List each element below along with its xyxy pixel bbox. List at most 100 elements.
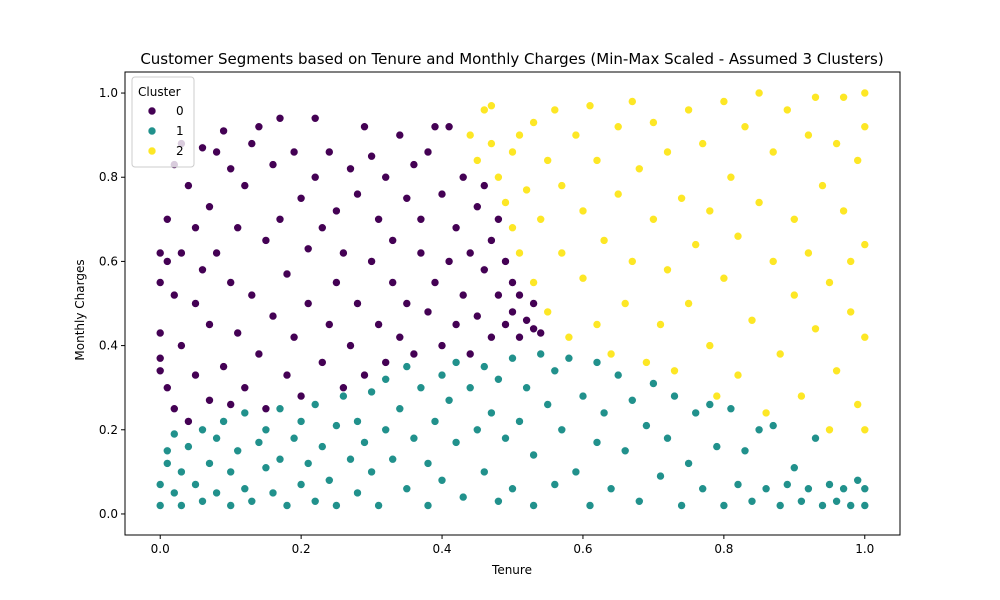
x-axis-label: Tenure xyxy=(491,563,532,577)
data-point xyxy=(564,332,574,342)
data-point xyxy=(494,290,503,300)
data-point xyxy=(719,273,729,283)
data-point xyxy=(275,404,285,414)
points-layer xyxy=(155,88,870,510)
data-point xyxy=(719,97,729,106)
data-point xyxy=(501,198,510,207)
data-point xyxy=(332,278,341,287)
data-point xyxy=(275,114,285,123)
data-point xyxy=(155,480,165,489)
legend-frame xyxy=(131,76,195,168)
data-point xyxy=(332,501,341,510)
data-point xyxy=(811,324,820,334)
data-point xyxy=(508,278,517,287)
data-point xyxy=(479,181,489,190)
data-point xyxy=(416,215,426,224)
data-point xyxy=(479,105,489,115)
data-point xyxy=(585,101,595,110)
data-point xyxy=(402,484,412,494)
data-point xyxy=(543,156,553,165)
data-point xyxy=(177,467,186,477)
y-tick-label: 0.8 xyxy=(99,170,118,184)
data-point xyxy=(797,496,806,506)
legend-marker xyxy=(147,146,157,156)
data-point xyxy=(487,408,496,418)
data-point xyxy=(846,257,856,266)
data-point xyxy=(656,320,665,329)
data-point xyxy=(240,181,250,190)
data-point xyxy=(515,130,524,140)
data-point xyxy=(536,215,546,224)
data-point xyxy=(233,446,242,456)
data-point xyxy=(437,189,447,199)
data-point xyxy=(261,236,271,245)
data-point xyxy=(163,215,172,224)
data-point xyxy=(324,475,334,485)
data-point xyxy=(437,370,447,380)
data-point xyxy=(832,496,841,506)
data-point xyxy=(310,400,320,409)
data-point xyxy=(402,194,412,203)
legend-label: 0 xyxy=(176,104,184,118)
data-point xyxy=(487,101,496,110)
data-point xyxy=(578,206,588,216)
data-point xyxy=(825,480,834,489)
data-point xyxy=(853,475,863,485)
data-point xyxy=(155,501,165,510)
data-point xyxy=(212,433,221,443)
data-point xyxy=(367,151,376,161)
data-point xyxy=(451,438,461,447)
data-point xyxy=(444,395,454,405)
data-point xyxy=(599,408,609,418)
data-point xyxy=(233,328,242,338)
y-tick-label: 1.0 xyxy=(99,86,118,100)
data-point xyxy=(472,202,482,211)
data-point xyxy=(198,425,207,435)
data-point xyxy=(550,105,560,115)
data-point xyxy=(494,496,503,506)
data-point xyxy=(465,130,475,140)
data-point xyxy=(451,223,461,232)
data-point xyxy=(395,332,405,342)
data-point xyxy=(374,215,383,224)
data-point xyxy=(177,501,186,510)
data-point xyxy=(275,454,285,464)
data-point xyxy=(296,480,306,489)
data-point xyxy=(254,122,264,131)
data-point xyxy=(416,383,426,393)
data-point xyxy=(282,501,292,510)
data-point xyxy=(381,425,391,435)
data-point xyxy=(557,248,567,258)
data-point xyxy=(627,257,637,266)
data-point xyxy=(627,395,637,405)
data-point xyxy=(487,332,496,342)
data-point xyxy=(508,223,517,232)
data-point xyxy=(324,320,334,329)
data-point xyxy=(487,139,496,148)
data-point xyxy=(606,349,616,359)
data-point xyxy=(797,391,806,401)
data-point xyxy=(303,299,313,308)
data-point xyxy=(191,370,200,380)
data-point xyxy=(212,488,221,498)
data-point xyxy=(677,501,686,510)
data-point xyxy=(367,387,376,397)
data-point xyxy=(296,391,306,401)
data-point xyxy=(339,391,348,401)
data-point xyxy=(754,88,764,98)
data-point xyxy=(733,231,743,241)
data-point xyxy=(451,358,461,367)
data-point xyxy=(289,332,299,342)
data-point xyxy=(198,265,207,275)
data-point xyxy=(339,383,348,393)
data-point xyxy=(620,446,630,456)
data-point xyxy=(261,404,271,414)
data-point xyxy=(663,433,672,443)
data-point xyxy=(465,349,475,359)
data-point xyxy=(818,181,827,190)
data-point xyxy=(310,114,320,123)
data-point xyxy=(564,353,574,363)
data-point xyxy=(522,185,531,195)
data-point xyxy=(705,341,715,350)
data-point xyxy=(212,147,221,157)
